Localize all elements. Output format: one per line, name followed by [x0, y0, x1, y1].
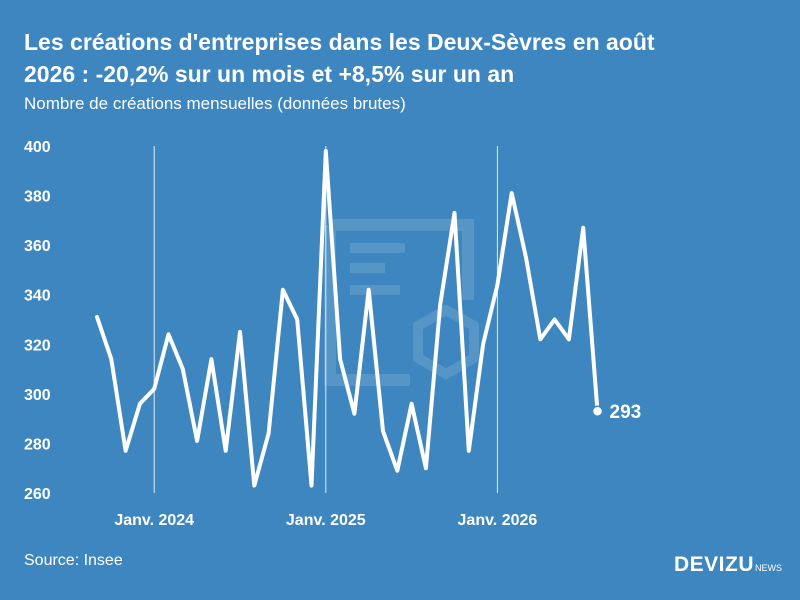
brand-name: DEVIZU — [673, 553, 754, 576]
y-tick-label: 260 — [24, 486, 51, 503]
last-point-marker — [591, 405, 604, 417]
watermark-icon — [324, 219, 479, 386]
chart-title: Les créations d'entreprises dans les Deu… — [24, 26, 784, 90]
source-note: Source: Insee — [24, 552, 123, 569]
y-tick-label: 400 — [24, 139, 51, 156]
y-tick-label: 320 — [24, 337, 51, 354]
chart-title-line-2: 2026 : -20,2% sur un mois et +8,5% sur u… — [24, 61, 515, 87]
y-tick-label: 280 — [24, 436, 51, 453]
x-axis-ticks: Janv. 2024 Janv. 2025 Janv. 2026 — [114, 512, 537, 529]
y-tick-label: 300 — [24, 387, 51, 404]
y-tick-label: 360 — [24, 238, 51, 255]
chart-subtitle: Nombre de créations mensuelles (données … — [24, 94, 406, 113]
y-axis-ticks: 260 280 300 320 340 360 380 400 — [24, 139, 51, 503]
y-tick-label: 340 — [24, 288, 51, 305]
gridlines — [153, 146, 498, 493]
brand-suffix: NEWS — [755, 563, 782, 573]
y-tick-label: 380 — [24, 189, 51, 206]
last-value-label: 293 — [610, 402, 642, 423]
x-tick-label: Janv. 2024 — [114, 512, 194, 529]
series-line — [95, 148, 600, 488]
brand-logo: DEVIZUNEWS — [674, 553, 782, 577]
series-layer: 293 — [95, 148, 642, 488]
chart-title-line-1: Les créations d'entreprises dans les Deu… — [24, 29, 655, 55]
x-tick-label: Janv. 2025 — [286, 512, 366, 529]
x-tick-label: Janv. 2026 — [458, 512, 538, 529]
